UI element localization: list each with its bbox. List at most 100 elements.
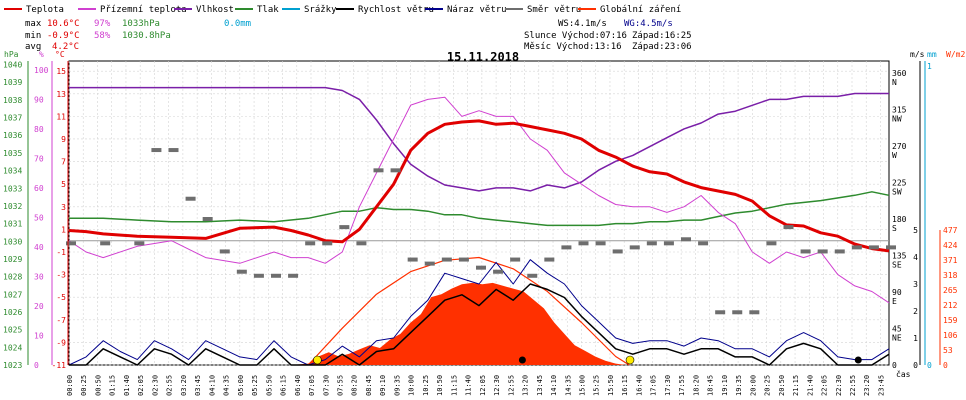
stat-max-rain: 0.0mm	[224, 19, 251, 29]
wind-speed-tick: 1	[913, 334, 918, 343]
wind-direction-tick: 315	[892, 106, 907, 115]
wind-speed-tick: 3	[913, 280, 918, 289]
x-tick-label: 22:55	[849, 375, 857, 396]
pressure-tick: 1036	[3, 131, 22, 140]
wind-direction-mark	[356, 241, 367, 246]
pressure-tick: 1029	[3, 255, 22, 264]
temperature-tick: 9	[61, 135, 66, 144]
wind-direction-mark	[595, 241, 606, 246]
temperature-tick: 11	[56, 112, 66, 121]
temperature-tick: -11	[52, 361, 67, 370]
humidity-tick: 70	[34, 154, 44, 163]
x-tick-label: 14:10	[550, 375, 558, 396]
wind-direction-mark	[476, 265, 486, 270]
wind-direction-tick: 360	[892, 69, 907, 78]
wind-direction-mark	[868, 245, 879, 250]
wind-direction-mark	[851, 245, 862, 250]
wind-direction-mark	[151, 148, 162, 153]
radiation-tick: 212	[943, 301, 958, 310]
series-lines	[68, 86, 890, 366]
x-tick-label: 01:15	[109, 375, 117, 396]
wind-direction-mark	[185, 196, 196, 201]
axes: 1040103910381037103610351034103310321031…	[3, 61, 958, 370]
x-tick-label: 05:25	[251, 375, 259, 396]
wind-direction-mark	[561, 245, 572, 250]
pressure-tick: 1026	[3, 308, 22, 317]
humidity-tick: 80	[34, 125, 44, 134]
wind-direction-mark	[578, 241, 589, 246]
wind-direction-mark	[100, 241, 111, 246]
temperature-line	[68, 119, 890, 253]
x-tick-label: 04:10	[208, 375, 216, 396]
wind-direction-mark	[698, 241, 709, 246]
humidity-tick: 30	[34, 272, 44, 281]
wind-direction-mark	[390, 168, 401, 173]
wind-direction-tick: S	[892, 224, 897, 233]
wind-direction-mark	[373, 168, 384, 173]
grid	[68, 61, 889, 366]
wind-direction-mark	[646, 241, 657, 246]
legend: Teplota Přízemní teplota Vlhkost Tlak Srážky…	[4, 5, 681, 15]
x-tick-label: 07:05	[308, 375, 316, 396]
temperature-tick: -9	[56, 338, 66, 347]
wind-direction-mark	[424, 261, 435, 266]
x-tick-label: 17:55	[678, 375, 686, 396]
x-tick-label: 05:50	[265, 375, 273, 396]
x-tick-label: 17:30	[664, 375, 672, 396]
radiation-tick: 265	[943, 286, 958, 295]
x-tick-label: 12:05	[479, 375, 487, 396]
x-tick-label: 05:00	[237, 375, 245, 396]
moonset-marker	[854, 356, 862, 364]
stat-avg-label: avg	[25, 42, 41, 52]
x-tick-label: 15:50	[607, 375, 615, 396]
x-tick-label: 00:00	[66, 375, 74, 396]
pressure-tick: 1032	[3, 202, 22, 211]
legend-label: Teplota	[26, 5, 64, 15]
chart-title: 15.11.2018	[447, 50, 519, 64]
temperature-tick: -1	[56, 248, 66, 257]
x-tick-label: 10:50	[436, 375, 444, 396]
wind-direction-mark	[783, 225, 794, 230]
humidity-tick: 60	[34, 184, 44, 193]
humidity-tick: 0	[34, 361, 39, 370]
x-tick-label: 21:15	[792, 375, 800, 396]
wind-speed-line	[69, 283, 890, 366]
temperature-tick: -7	[56, 316, 66, 325]
wind-direction-mark	[339, 225, 350, 230]
wind-direction-mark	[681, 237, 691, 242]
x-tick-label: 22:30	[835, 375, 843, 396]
wind-direction-mark	[663, 241, 674, 246]
wind-direction-tick: 45	[892, 325, 902, 334]
wind-direction-mark	[629, 245, 640, 250]
x-tick-label: 01:40	[123, 375, 131, 396]
legend-label: Směr větru	[527, 5, 581, 15]
stat-min-temp: -0.9°C	[47, 31, 80, 41]
x-tick-label: 02:30	[151, 375, 159, 396]
wind-direction-tick: SW	[892, 188, 902, 197]
wind-direction-mark	[527, 273, 538, 278]
radiation-tick: 159	[943, 316, 958, 325]
humidity-tick: 10	[34, 331, 44, 340]
legend-label: Vlhkost	[196, 5, 234, 15]
ground-temperature-line	[68, 96, 890, 304]
humidity-tick: 100	[34, 66, 49, 75]
x-tick-label: 20:50	[778, 375, 786, 396]
rain-tick: 1	[927, 62, 932, 71]
x-tick-label: 18:45	[707, 375, 715, 396]
pressure-tick: 1037	[3, 114, 22, 123]
wind-direction-mark	[612, 249, 623, 254]
stat-min-hum: 58%	[94, 31, 111, 41]
wind-direction-mark	[134, 241, 145, 246]
humidity-line	[69, 86, 889, 192]
x-tick-label: 02:55	[166, 375, 174, 396]
radiation-tick: 53	[943, 346, 953, 355]
wind-direction-tick: W	[892, 151, 897, 160]
wind-direction-tick: 135	[892, 252, 907, 261]
x-tick-label: 11:40	[465, 375, 473, 396]
wind-speed-tick: 2	[913, 307, 918, 316]
legend-label: Srážky	[304, 5, 337, 15]
unit-cas: čas	[896, 369, 911, 379]
x-tick-label: 15:25	[593, 375, 601, 396]
x-tick-label: 20:00	[749, 375, 757, 396]
pressure-tick: 1024	[3, 343, 22, 352]
